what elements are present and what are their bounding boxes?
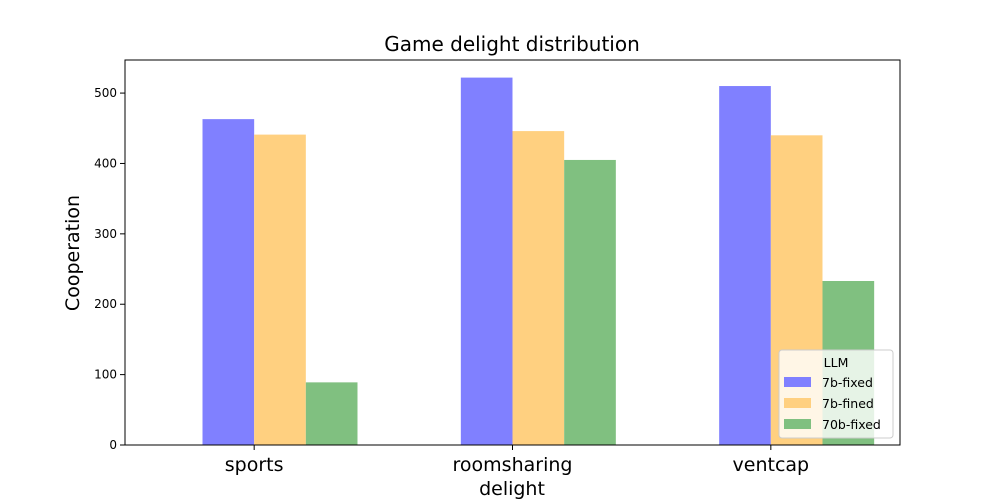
bar-7b-fixed-sports bbox=[202, 119, 255, 445]
y-axis-label: Cooperation bbox=[62, 195, 84, 311]
y-tick-label: 0 bbox=[109, 438, 117, 452]
y-tick-label: 100 bbox=[94, 368, 117, 382]
y-tick-label: 200 bbox=[94, 297, 117, 311]
y-tick-label: 500 bbox=[94, 86, 117, 100]
legend-swatch bbox=[784, 377, 811, 387]
x-tick-label: ventcap bbox=[733, 454, 810, 476]
bar-7b-fixed-ventcap bbox=[719, 86, 771, 445]
y-axis: 0 100 200 300 400 500 bbox=[94, 86, 125, 452]
x-tick-label: sports bbox=[225, 454, 284, 476]
bars-layer bbox=[202, 77, 875, 446]
legend-title: LLM bbox=[824, 355, 849, 370]
y-tick-label: 400 bbox=[94, 156, 117, 170]
legend-box bbox=[778, 349, 894, 439]
legend: LLM 7b-fixed 7b-fined 70b-fixed bbox=[778, 349, 894, 439]
x-axis: sports roomsharing ventcap bbox=[225, 445, 809, 476]
bar-70b-fixed-sports bbox=[305, 382, 358, 445]
x-tick-label: roomsharing bbox=[453, 454, 573, 476]
legend-label: 7b-fixed bbox=[822, 375, 873, 390]
legend-label: 7b-fined bbox=[822, 396, 874, 411]
legend-label: 70b-fixed bbox=[822, 417, 881, 432]
legend-swatch bbox=[784, 419, 811, 429]
bar-7b-fined-roomsharing bbox=[512, 131, 565, 445]
y-tick-label: 300 bbox=[94, 227, 117, 241]
bar-7b-fixed-roomsharing bbox=[460, 77, 513, 445]
bar-7b-fined-sports bbox=[254, 134, 306, 446]
bar-70b-fixed-roomsharing bbox=[564, 159, 616, 445]
x-axis-label: delight bbox=[479, 478, 545, 500]
legend-swatch bbox=[784, 398, 811, 408]
chart-title: Game delight distribution bbox=[384, 32, 640, 56]
